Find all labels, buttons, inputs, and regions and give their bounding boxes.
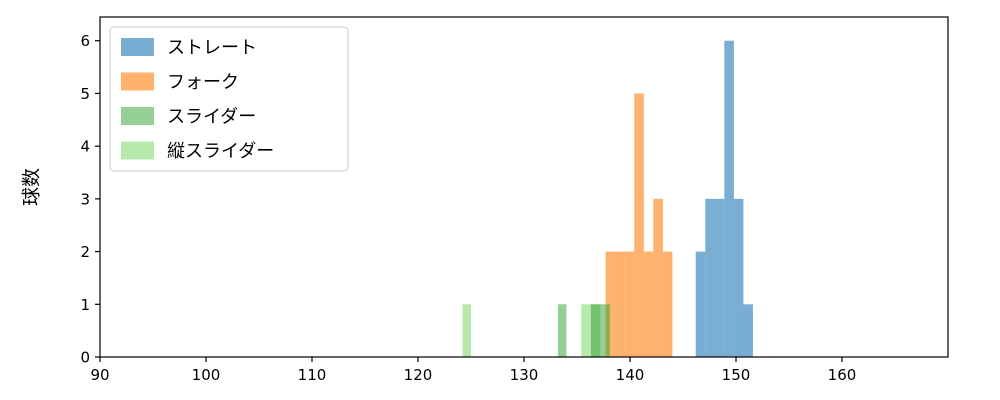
- histogram-bar-series-1: [615, 251, 625, 357]
- y-axis-tick-label: 2: [80, 243, 90, 261]
- histogram-bar-series-1: [662, 251, 673, 357]
- histogram-bar-series-2: [557, 304, 567, 357]
- y-axis-tick-label: 0: [80, 349, 90, 367]
- histogram-bar-series-0: [714, 198, 725, 357]
- x-axis-tick-label: 130: [510, 366, 539, 384]
- histogram-bar-series-1: [643, 251, 654, 357]
- histogram-bar-series-3: [581, 304, 591, 357]
- histogram-bar-series-1: [624, 251, 635, 357]
- histogram-bar-series-1: [605, 251, 616, 357]
- x-axis-tick-label: 90: [90, 366, 109, 384]
- histogram-bar-series-0: [705, 198, 715, 357]
- legend-swatch-0: [121, 38, 154, 56]
- histogram-bar-series-0: [695, 251, 706, 357]
- y-axis-tick-label: 1: [80, 296, 90, 314]
- y-axis-tick-label: 4: [80, 138, 90, 156]
- legend-label-3: 縦スライダー: [167, 141, 274, 162]
- legend-box: [109, 26, 349, 172]
- legend-swatch-2: [121, 107, 154, 125]
- x-axis-tick-label: 140: [616, 366, 645, 384]
- y-axis-tick-label: 3: [80, 190, 90, 208]
- y-axis-label: 球数: [20, 167, 43, 207]
- x-axis-tick-label: 120: [404, 366, 433, 384]
- histogram-bar-series-0: [743, 304, 753, 357]
- legend-swatch-1: [121, 72, 154, 91]
- y-axis-tick-label: 5: [80, 85, 90, 103]
- legend-label-2: スライダー: [167, 107, 256, 128]
- x-axis-tick-label: 110: [298, 366, 327, 384]
- histogram-bar-series-0: [733, 198, 744, 357]
- x-axis-tick-label: 100: [192, 366, 221, 384]
- y-axis-tick-label: 6: [80, 32, 90, 50]
- histogram-bar-series-3: [462, 304, 471, 357]
- legend-swatch-3: [121, 141, 154, 160]
- x-axis-tick-label: 160: [828, 366, 857, 384]
- histogram-bar-series-2: [600, 304, 610, 357]
- x-axis-tick-label: 150: [722, 366, 751, 384]
- histogram-bar-series-2: [590, 304, 601, 357]
- histogram-bar-series-1: [653, 198, 663, 357]
- histogram-bar-series-1: [634, 93, 644, 358]
- legend-label-1: フォーク: [167, 72, 239, 93]
- histogram-bar-series-0: [724, 40, 734, 357]
- legend-label-0: ストレート: [167, 38, 257, 59]
